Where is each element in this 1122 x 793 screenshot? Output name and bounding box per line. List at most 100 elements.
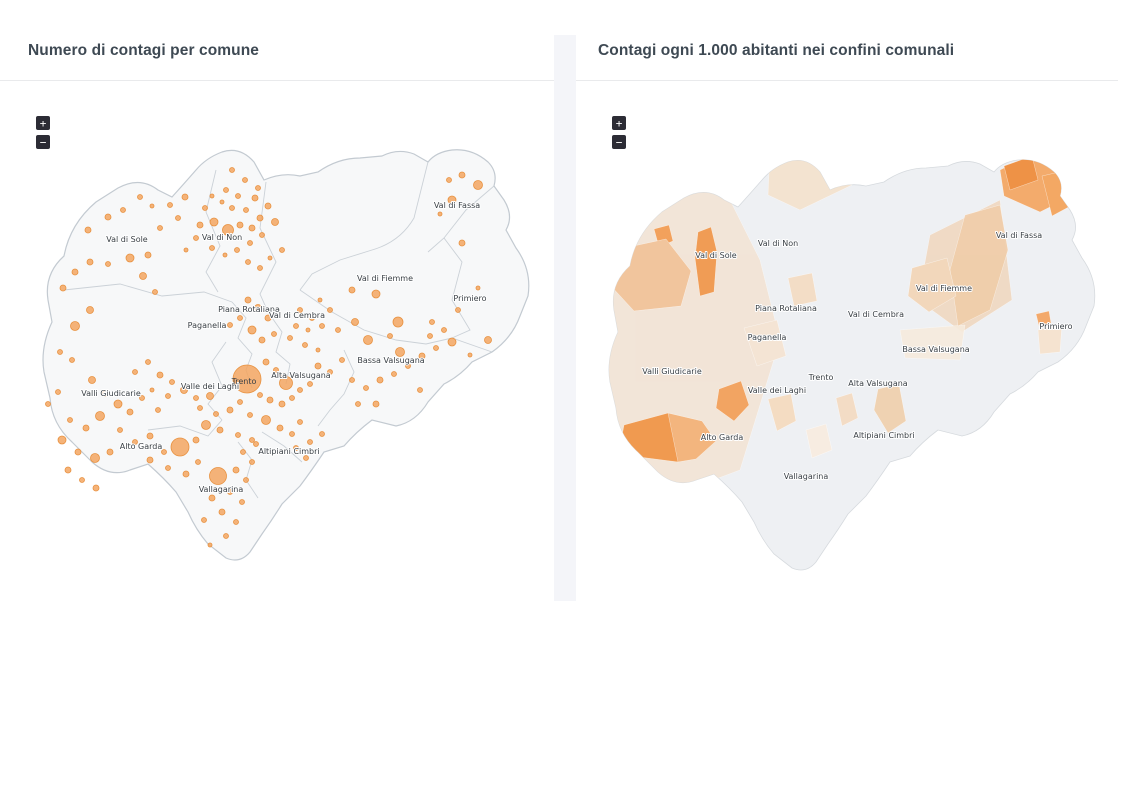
contagion-bubble[interactable] bbox=[146, 432, 154, 440]
contagion-bubble[interactable] bbox=[264, 314, 272, 322]
contagion-bubble[interactable] bbox=[297, 307, 303, 313]
contagion-bubble[interactable] bbox=[446, 177, 452, 183]
contagion-bubble[interactable] bbox=[139, 272, 147, 280]
contagion-bubble[interactable] bbox=[267, 255, 273, 261]
contagion-bubble[interactable] bbox=[197, 405, 203, 411]
contagion-bubble[interactable] bbox=[254, 304, 262, 312]
contagion-bubble[interactable] bbox=[155, 407, 161, 413]
contagion-bubble[interactable] bbox=[106, 448, 114, 456]
contagion-bubble[interactable] bbox=[86, 306, 94, 314]
contagion-bubble[interactable] bbox=[307, 439, 313, 445]
contagion-bubble[interactable] bbox=[64, 466, 72, 474]
contagion-bubble[interactable] bbox=[279, 247, 285, 253]
contagion-bubble[interactable] bbox=[417, 387, 423, 393]
contagion-bubble[interactable] bbox=[317, 297, 323, 303]
contagion-bubble[interactable] bbox=[236, 221, 244, 229]
contagion-bubble[interactable] bbox=[240, 449, 246, 455]
contagion-bubble[interactable] bbox=[71, 268, 79, 276]
contagion-bubble[interactable] bbox=[79, 477, 85, 483]
contagion-bubble[interactable] bbox=[371, 289, 381, 299]
contagion-bubble[interactable] bbox=[307, 381, 313, 387]
contagion-bubble[interactable] bbox=[293, 323, 299, 329]
contagion-bubble[interactable] bbox=[297, 419, 303, 425]
contagion-bubble[interactable] bbox=[209, 467, 227, 485]
municipality-region[interactable] bbox=[667, 412, 717, 463]
municipality-region[interactable] bbox=[1037, 323, 1063, 355]
contagion-bubble[interactable] bbox=[181, 193, 189, 201]
contagion-bubble[interactable] bbox=[249, 459, 255, 465]
contagion-bubble[interactable] bbox=[279, 376, 293, 390]
municipality-region[interactable] bbox=[743, 319, 787, 367]
contagion-bubble[interactable] bbox=[113, 399, 123, 409]
contagion-bubble[interactable] bbox=[219, 199, 225, 205]
contagion-bubble[interactable] bbox=[92, 484, 100, 492]
contagion-bubble[interactable] bbox=[255, 185, 261, 191]
contagion-bubble[interactable] bbox=[145, 359, 151, 365]
contagion-bubble[interactable] bbox=[247, 325, 257, 335]
municipality-region[interactable] bbox=[1003, 156, 1039, 191]
contagion-bubble[interactable] bbox=[90, 453, 100, 463]
contagion-bubble[interactable] bbox=[207, 542, 213, 548]
contagion-bubble[interactable] bbox=[363, 385, 369, 391]
contagion-bubble[interactable] bbox=[209, 217, 219, 227]
contagion-bubble[interactable] bbox=[458, 239, 466, 247]
contagion-bubble[interactable] bbox=[248, 224, 256, 232]
contagion-bubble[interactable] bbox=[167, 202, 173, 208]
contagion-bubble[interactable] bbox=[247, 240, 253, 246]
municipality-region[interactable] bbox=[715, 380, 750, 422]
contagion-bubble[interactable] bbox=[149, 203, 155, 209]
contagion-bubble[interactable] bbox=[201, 517, 207, 523]
contagion-bubble[interactable] bbox=[239, 499, 245, 505]
contagion-bubble[interactable] bbox=[351, 318, 359, 326]
municipality-region[interactable] bbox=[787, 272, 818, 307]
contagion-bubble[interactable] bbox=[105, 261, 111, 267]
contagion-bubble[interactable] bbox=[180, 386, 188, 394]
contagion-bubble[interactable] bbox=[256, 214, 264, 222]
contagion-bubble[interactable] bbox=[287, 335, 293, 341]
contagion-bubble[interactable] bbox=[315, 347, 321, 353]
contagion-bubble[interactable] bbox=[193, 395, 199, 401]
municipality-region[interactable] bbox=[899, 324, 966, 361]
contagion-bubble[interactable] bbox=[182, 470, 190, 478]
contagion-bubble[interactable] bbox=[192, 436, 200, 444]
contagion-bubble[interactable] bbox=[327, 369, 333, 375]
contagion-bubble[interactable] bbox=[276, 424, 284, 432]
contagion-bubble[interactable] bbox=[237, 399, 243, 405]
contagion-bubble[interactable] bbox=[195, 459, 201, 465]
contagion-bubble[interactable] bbox=[233, 519, 239, 525]
contagion-bubble[interactable] bbox=[222, 224, 234, 236]
contagion-bubble[interactable] bbox=[242, 177, 248, 183]
municipality-region[interactable] bbox=[873, 383, 907, 434]
contagion-bubble[interactable] bbox=[297, 387, 303, 393]
contagion-bubble[interactable] bbox=[441, 327, 447, 333]
contagion-bubble[interactable] bbox=[156, 371, 164, 379]
contagion-bubble[interactable] bbox=[209, 193, 215, 199]
contagion-bubble[interactable] bbox=[458, 171, 466, 179]
contagion-bubble[interactable] bbox=[235, 193, 241, 199]
municipality-region[interactable] bbox=[1035, 310, 1052, 327]
contagion-bubble[interactable] bbox=[264, 202, 272, 210]
contagion-bubble[interactable] bbox=[355, 401, 361, 407]
contagion-bubble[interactable] bbox=[146, 456, 154, 464]
contagion-bubble[interactable] bbox=[126, 408, 134, 416]
contagion-bubble[interactable] bbox=[227, 322, 233, 328]
contagion-bubble[interactable] bbox=[169, 379, 175, 385]
contagion-bubble[interactable] bbox=[257, 392, 263, 398]
contagion-bubble[interactable] bbox=[348, 286, 356, 294]
zoom-in-button[interactable]: + bbox=[612, 116, 626, 130]
contagion-bubble[interactable] bbox=[120, 207, 126, 213]
contagion-bubble[interactable] bbox=[206, 392, 214, 400]
contagion-bubble[interactable] bbox=[259, 232, 265, 238]
contagion-bubble[interactable] bbox=[437, 211, 443, 217]
contagion-bubble[interactable] bbox=[484, 336, 492, 344]
contagion-bubble[interactable] bbox=[289, 395, 295, 401]
contagion-bubble[interactable] bbox=[257, 265, 263, 271]
contagion-bubble[interactable] bbox=[271, 218, 279, 226]
municipality-region[interactable] bbox=[907, 257, 957, 313]
contagion-bubble[interactable] bbox=[88, 376, 96, 384]
contagion-bubble[interactable] bbox=[67, 417, 73, 423]
contagion-bubble[interactable] bbox=[139, 395, 145, 401]
contagion-bubble[interactable] bbox=[335, 327, 341, 333]
contagion-bubble[interactable] bbox=[447, 195, 457, 205]
contagion-bubble[interactable] bbox=[222, 252, 228, 258]
